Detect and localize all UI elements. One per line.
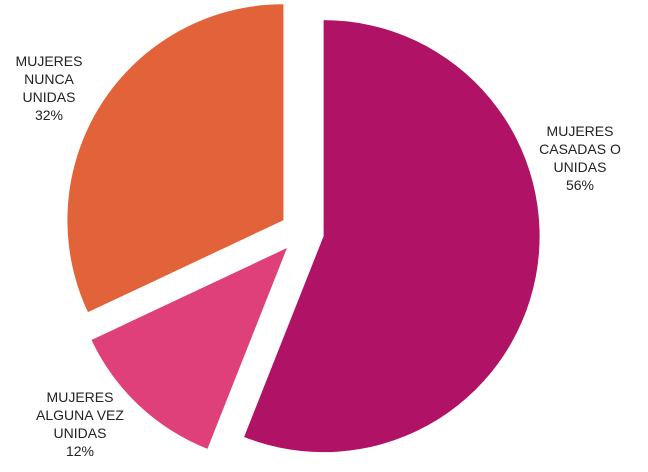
slice-label: MUJERES CASADAS O UNIDAS 56%	[520, 122, 640, 194]
pie-slice	[67, 4, 284, 313]
slice-value: 32%	[34, 107, 64, 123]
slice-category: MUJERES ALGUNA VEZ UNIDAS	[36, 389, 124, 441]
slice-category: MUJERES NUNCA UNIDAS	[15, 53, 83, 105]
pie-slice	[91, 248, 287, 449]
slice-value: 12%	[65, 443, 95, 459]
pie-slice	[244, 20, 540, 453]
slice-value: 56%	[565, 177, 595, 193]
slice-label: MUJERES ALGUNA VEZ UNIDAS 12%	[18, 388, 142, 460]
slice-category: MUJERES CASADAS O UNIDAS	[539, 123, 621, 175]
slice-label: MUJERES NUNCA UNIDAS 32%	[0, 52, 98, 124]
